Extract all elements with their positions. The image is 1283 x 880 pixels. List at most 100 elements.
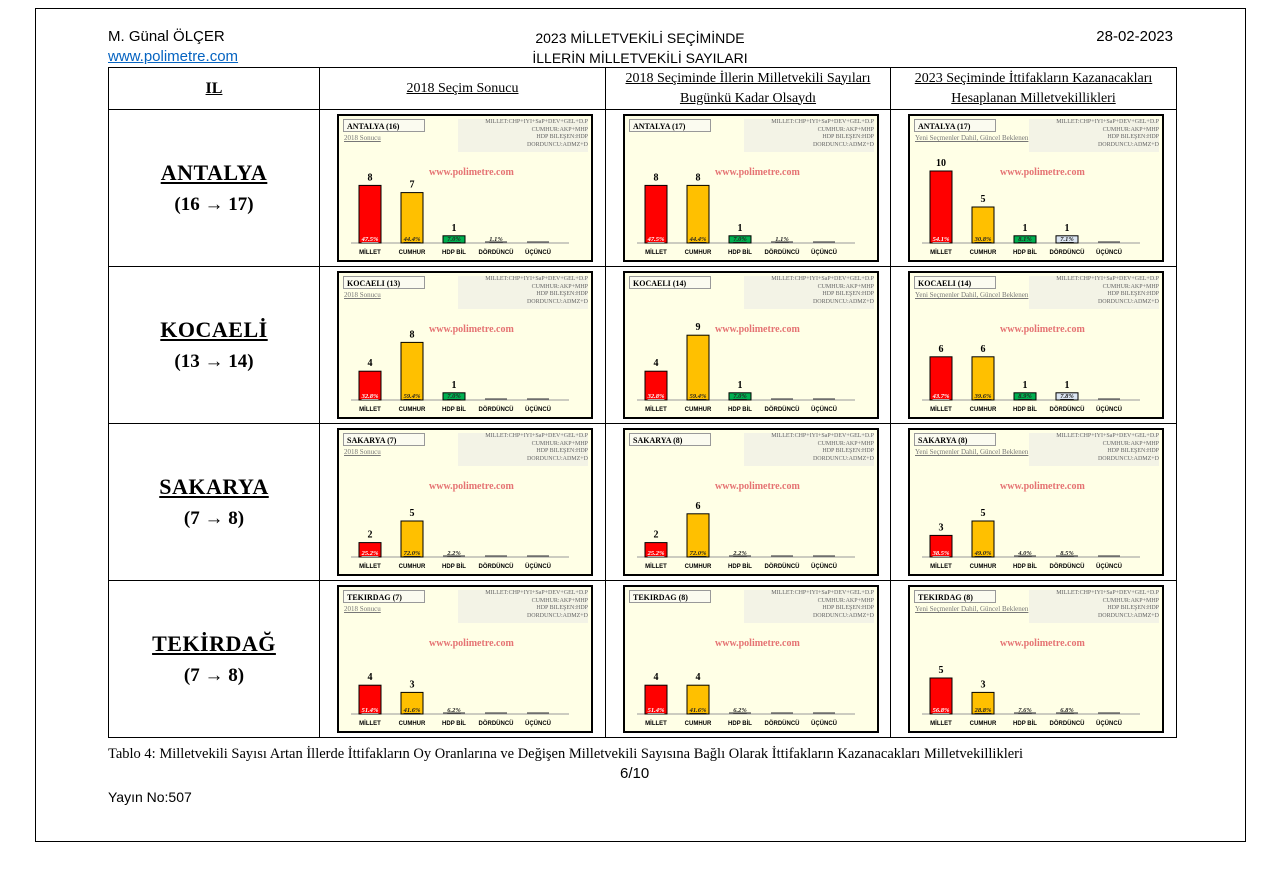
seat-bar-chart: ANTALYA (17) MILLET:CHP+IYI+SaP+DEV+GEL+…: [623, 114, 879, 262]
percent-label: 44.4%: [403, 236, 421, 243]
category-label: ÜÇÜNCÜ: [1096, 249, 1122, 256]
chart-title: ANTALYA (17): [914, 119, 996, 132]
bar-mi̇llet: [644, 542, 668, 558]
category-label: MİLLET: [645, 406, 667, 413]
bar-cumhur: [400, 691, 424, 715]
chart-title: ANTALYA (17): [629, 119, 711, 132]
title-line-1: 2023 MİLLETVEKİLİ SEÇİMİNDE: [535, 30, 745, 46]
legend-entry: CUMHUR:AKP+MHP: [1102, 283, 1159, 290]
watermark: www.polimetre.com: [1000, 638, 1085, 649]
bar-hdp bi̇l: [728, 392, 752, 401]
chart-svg: 8 47.5% MİLLET 8 44.4% CUMHUR 1 7.0% HDP BİL 1.1%…: [637, 172, 855, 256]
percent-label: 47.5%: [361, 236, 379, 243]
legend-entry: CUMHUR:AKP+MHP: [817, 126, 874, 133]
bar-cumhur: [971, 520, 995, 558]
category-label: DÖRDÜNCÜ: [1050, 249, 1085, 256]
legend-entry: MILLET:CHP+IYI+SaP+DEV+GEL+D.P: [485, 119, 588, 125]
seat-bar-chart: SAKARYA (8) MILLET:CHP+IYI+SaP+DEV+GEL+D…: [623, 428, 879, 576]
category-label: HDP BİL: [442, 249, 466, 256]
percent-label: 8.9%: [1018, 393, 1032, 400]
seat-change: (13 → 14): [174, 351, 254, 372]
legend-entry: HDP BILEŞEN:HDP: [1107, 605, 1159, 611]
results-table: IL 2018 Seçim Sonucu 2018 Seçiminde İlle…: [108, 67, 1177, 738]
seat-label: 3: [939, 522, 944, 533]
bar-mi̇llet: [358, 184, 382, 244]
chart-svg: 4 51.4% MİLLET 3 41.6% CUMHUR 6.2% HDP BİL DÖRDÜ…: [351, 672, 569, 727]
legend-entry: CUMHUR:AKP+MHP: [817, 597, 874, 604]
legend-entry: HDP BILEŞEN:HDP: [536, 448, 588, 454]
seat-label: 7: [410, 180, 415, 191]
seat-label: 6: [981, 344, 986, 355]
legend-entry: DORDUNCU:ADMZ+D: [812, 455, 874, 462]
percent-label: 43.7%: [932, 393, 950, 400]
legend-entry: DORDUNCU:ADMZ+D: [812, 298, 874, 305]
bar-cumhur: [400, 192, 424, 244]
percent-label: 51.4%: [362, 707, 379, 714]
seat-bar-chart: SAKARYA (7) 2018 Sonucu MILLET:CHP+IYI+S…: [337, 428, 593, 576]
seat-label: 4: [696, 672, 701, 683]
percent-label: 44.4%: [689, 236, 707, 243]
legend-entry: DORDUNCU:ADMZ+D: [526, 455, 588, 462]
category-label: CUMHUR: [685, 564, 712, 570]
legend-entry: DORDUNCU:ADMZ+D: [526, 141, 588, 148]
legend-entry: MILLET:CHP+IYI+SaP+DEV+GEL+D.P: [771, 433, 874, 439]
table-row: TEKİRDAĞ (7 → 8) TEKIRDAG (7) 2018 Sonucu…: [108, 580, 1177, 738]
bar-dördüncü: [1055, 235, 1079, 244]
percent-label: 47.5%: [647, 236, 665, 243]
page-frame: [35, 8, 1246, 842]
category-label: DÖRDÜNCÜ: [765, 563, 800, 570]
category-label: CUMHUR: [970, 407, 997, 413]
seat-label: 10: [936, 158, 946, 169]
watermark: www.polimetre.com: [429, 481, 514, 492]
category-label: MİLLET: [930, 249, 952, 256]
col-header-2023-line2: Hesaplanan Milletvekillikleri: [951, 90, 1116, 106]
province-name: ANTALYA: [160, 160, 268, 185]
chart-subtitle: 2018 Sonucu: [344, 448, 381, 456]
seat-bar-chart: KOCAELI (13) 2018 Sonucu MILLET:CHP+IYI+…: [337, 271, 593, 419]
category-label: MİLLET: [930, 406, 952, 413]
category-label: CUMHUR: [685, 721, 712, 727]
bar-cumhur: [686, 513, 710, 558]
col-header-2023-line1: 2023 Seçiminde İttifakların Kazanacaklar…: [914, 70, 1153, 86]
legend-entry: HDP BILEŞEN:HDP: [822, 291, 874, 297]
province-name: KOCAELİ: [160, 317, 268, 342]
bar-hdp bi̇l: [442, 392, 466, 401]
province-name: SAKARYA: [159, 474, 269, 499]
legend-entry: HDP BILEŞEN:HDP: [1107, 291, 1159, 297]
percent-label: 7.0%: [447, 236, 461, 243]
percent-label: 6.8%: [1060, 707, 1074, 714]
chart-svg: 4 32.8% MİLLET 9 59.4% CUMHUR 1 7.0% HDP BİL DÖRD…: [637, 322, 855, 413]
percent-label: 41.6%: [403, 707, 421, 714]
legend-entry: DORDUNCU:ADMZ+D: [526, 612, 588, 619]
chart-svg: 2 25.2% MİLLET 5 72.0% CUMHUR 2.2% HDP BİL DÖRDÜ…: [351, 508, 569, 570]
seat-label: 1: [738, 380, 743, 391]
chart-cell: TEKIRDAG (8) MILLET:CHP+IYI+SaP+DEV+GEL+…: [605, 580, 891, 738]
col-header-2023: 2023 Seçiminde İttifakların Kazanacaklar…: [890, 67, 1177, 110]
watermark: www.polimetre.com: [1000, 167, 1085, 178]
legend-entry: HDP BILEŞEN:HDP: [1107, 448, 1159, 454]
seat-label: 1: [452, 380, 457, 391]
legend-entry: MILLET:CHP+IYI+SaP+DEV+GEL+D.P: [485, 433, 588, 439]
category-label: MİLLET: [930, 563, 952, 570]
chart-cell: ANTALYA (16) 2018 Sonucu MILLET:CHP+IYI+…: [319, 109, 606, 267]
chart-subtitle: Yeni Seçmenler Dahil, Güncel Beklenen: [915, 605, 1029, 613]
seat-bar-chart: SAKARYA (8) Yeni Seçmenler Dahil, Güncel…: [908, 428, 1164, 576]
chart-legend: MILLET:CHP+IYI+SaP+DEV+GEL+D.P CUMHUR:AKP…: [744, 590, 874, 623]
website-link[interactable]: www.polimetre.com: [108, 48, 239, 65]
chart-cell: ANTALYA (17) MILLET:CHP+IYI+SaP+DEV+GEL+…: [605, 109, 891, 267]
seat-label: 2: [368, 530, 373, 541]
bar-mi̇llet: [358, 370, 382, 401]
legend-entry: HDP BILEŞEN:HDP: [822, 605, 874, 611]
chart-cell: KOCAELI (13) 2018 Sonucu MILLET:CHP+IYI+…: [319, 266, 606, 424]
chart-cell: KOCAELI (14) MILLET:CHP+IYI+SaP+DEV+GEL+…: [605, 266, 891, 424]
chart-title: ANTALYA (16): [343, 119, 425, 132]
table-row: KOCAELİ (13 → 14) KOCAELI (13) 2018 Sonuc…: [108, 266, 1177, 424]
bar-dördüncü: [1055, 392, 1079, 401]
bar-cumhur: [400, 520, 424, 558]
percent-label: 32.8%: [647, 393, 665, 400]
title-line-2: İLLERİN MİLLETVEKİLİ SAYILARI: [532, 50, 748, 66]
seat-label: 5: [410, 508, 415, 519]
col-header-2018-adjusted: 2018 Seçiminde İllerin Milletvekili Sayı…: [605, 67, 891, 110]
chart-svg: 10 54.1% MİLLET 5 30.8% CUMHUR 1 8.1% HDP BİL 1 7.…: [922, 158, 1140, 256]
watermark: www.polimetre.com: [715, 324, 800, 335]
